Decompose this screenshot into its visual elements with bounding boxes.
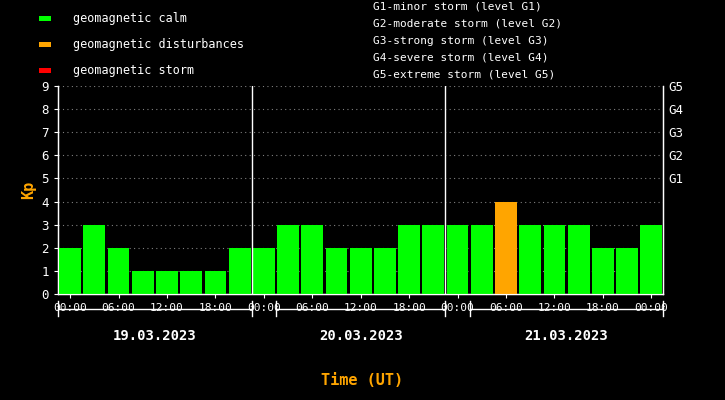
Bar <box>39 68 51 73</box>
Bar <box>592 248 614 294</box>
Bar <box>132 271 154 294</box>
Bar <box>204 271 226 294</box>
Bar <box>544 225 566 294</box>
Bar <box>519 225 541 294</box>
Text: geomagnetic calm: geomagnetic calm <box>73 12 187 25</box>
Bar <box>374 248 396 294</box>
Bar <box>398 225 420 294</box>
Bar <box>59 248 81 294</box>
Bar <box>228 248 251 294</box>
Bar <box>181 271 202 294</box>
Bar <box>447 225 468 294</box>
Bar <box>568 225 589 294</box>
Bar <box>277 225 299 294</box>
Text: G5-extreme storm (level G5): G5-extreme storm (level G5) <box>373 70 555 80</box>
Text: geomagnetic disturbances: geomagnetic disturbances <box>73 38 244 51</box>
Text: G1-minor storm (level G1): G1-minor storm (level G1) <box>373 2 542 12</box>
Text: Time (UT): Time (UT) <box>321 373 404 388</box>
Bar <box>253 248 275 294</box>
Bar <box>39 16 51 21</box>
Text: G4-severe storm (level G4): G4-severe storm (level G4) <box>373 52 549 62</box>
Bar <box>423 225 444 294</box>
Bar <box>39 42 51 47</box>
Text: geomagnetic storm: geomagnetic storm <box>73 64 194 77</box>
Bar <box>107 248 130 294</box>
Bar <box>83 225 105 294</box>
Text: 21.03.2023: 21.03.2023 <box>525 329 608 343</box>
Text: G3-strong storm (level G3): G3-strong storm (level G3) <box>373 36 549 46</box>
Bar <box>471 225 493 294</box>
Bar <box>349 248 372 294</box>
Bar <box>156 271 178 294</box>
Text: 19.03.2023: 19.03.2023 <box>113 329 196 343</box>
Bar <box>302 225 323 294</box>
Bar <box>640 225 662 294</box>
Bar <box>495 202 517 294</box>
Text: 20.03.2023: 20.03.2023 <box>319 329 402 343</box>
Y-axis label: Kp: Kp <box>21 181 36 199</box>
Bar <box>326 248 347 294</box>
Bar <box>616 248 638 294</box>
Text: G2-moderate storm (level G2): G2-moderate storm (level G2) <box>373 19 562 29</box>
